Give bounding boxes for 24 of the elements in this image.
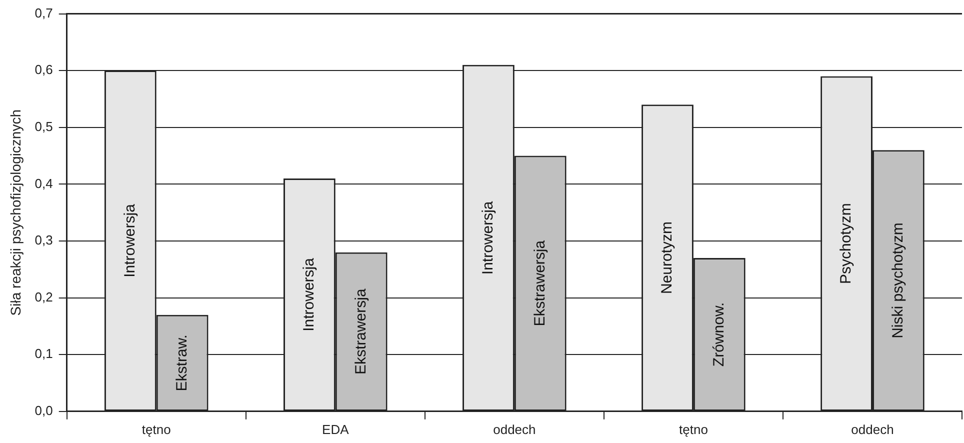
y-tick-label: 0,3 [34, 232, 53, 248]
data-label: Introwersja [480, 200, 497, 275]
y-tick-label: 0,5 [34, 118, 53, 134]
data-label: Psychotyzm [838, 203, 855, 284]
y-tick-label: 0,1 [34, 346, 53, 362]
x-tick-label: tętno [142, 422, 171, 437]
y-tick-label: 0,0 [34, 402, 53, 418]
y-tick-label: 0,2 [34, 289, 53, 304]
data-label: Niski psychotyzm [890, 222, 907, 338]
data-label: Neurotyzm [658, 222, 676, 294]
x-tick-label: oddech [493, 422, 536, 437]
data-label: Introwersja [122, 203, 139, 278]
data-label: Zrównow. [710, 302, 728, 367]
y-tick-label: 0,4 [34, 176, 53, 191]
data-label: Ekstraw. [173, 334, 190, 392]
data-label: Introwersja [300, 257, 318, 332]
x-tick-label: tętno [679, 422, 708, 437]
y-axis-title: Siła reakcji psychofizjologicznych [7, 110, 24, 316]
data-label: Ekstrawersja [352, 288, 370, 375]
data-label: Ekstrawersja [532, 240, 549, 326]
x-tick-label: oddech [851, 422, 894, 437]
x-tick-label: EDA [322, 422, 350, 437]
y-tick-label: 0,7 [34, 5, 53, 20]
y-tick-label: 0,6 [34, 62, 53, 78]
